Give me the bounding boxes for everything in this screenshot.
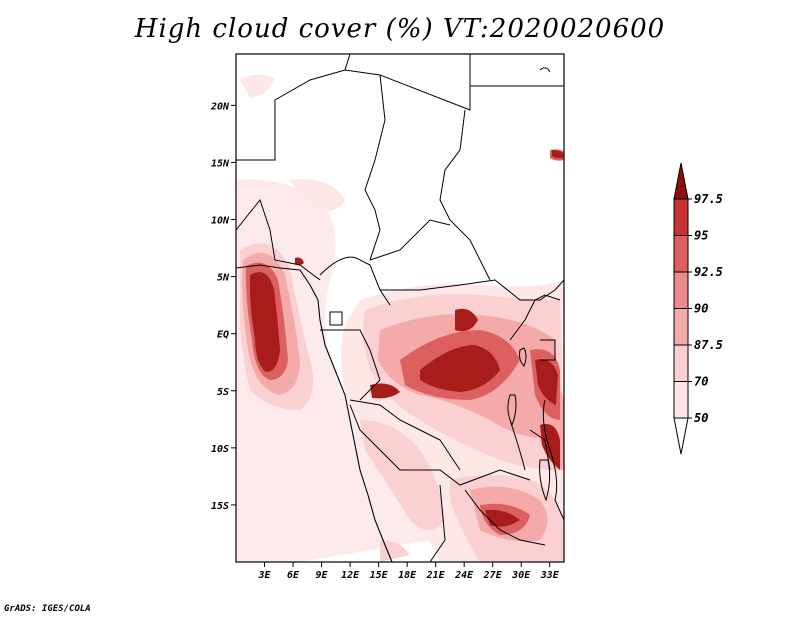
country-boundaries	[236, 54, 564, 562]
colorbar-box	[673, 235, 689, 273]
coastline	[236, 264, 393, 562]
cloud-level-97	[249, 150, 563, 527]
colorbar-label: 92.5	[694, 265, 723, 279]
lat-tick-label: 10N	[211, 216, 230, 227]
lat-tick-label: 5N	[217, 273, 230, 284]
colorbar-box	[673, 308, 689, 346]
colorbar-box	[673, 271, 689, 309]
lon-tick-label: 33E	[540, 570, 560, 581]
grads-credit: GrADS: IGES/COLA	[4, 604, 91, 614]
cloud-cover-field	[236, 74, 564, 562]
map-frame	[235, 53, 565, 563]
lakes	[507, 67, 551, 502]
lat-tick-label: 15N	[211, 158, 230, 169]
lon-tick-label: 30E	[511, 570, 531, 581]
lon-tick-label: 21E	[426, 570, 446, 581]
map-title: High cloud cover (%) VT:2020020600	[134, 14, 666, 44]
lon-tick-label: 24E	[454, 570, 474, 581]
colorbar-label: 87.5	[694, 338, 723, 352]
lat-tick-label: 10S	[211, 444, 229, 455]
colorbar-arrow-low	[673, 417, 689, 455]
longitude-axis: 3E 6E 9E 12E 15E 18E 21E 24E 27E 30E 33E	[257, 562, 560, 581]
lat-tick-label: EQ	[217, 330, 229, 341]
lon-tick-label: 3E	[257, 570, 271, 581]
colorbar: 97.5 95 92.5 90 87.5 70 50	[673, 162, 723, 455]
colorbar-label: 97.5	[694, 192, 723, 206]
colorbar-box	[673, 198, 689, 236]
lat-tick-label: 15S	[211, 501, 229, 512]
lat-tick-label: 5S	[217, 387, 229, 398]
lon-tick-label: 12E	[341, 570, 360, 581]
colorbar-label: 95	[694, 229, 708, 243]
lon-tick-label: 15E	[370, 570, 389, 581]
colorbar-arrow-high	[673, 162, 689, 200]
latitude-axis: 20N 15N 10N 5N EQ 5S 10S 15S	[210, 101, 236, 512]
colorbar-box	[673, 344, 689, 382]
colorbar-box	[673, 381, 689, 419]
lat-tick-label: 20N	[210, 101, 230, 112]
lon-tick-label: 18E	[398, 570, 417, 581]
lon-tick-label: 6E	[287, 570, 300, 581]
colorbar-label: 50	[694, 411, 708, 425]
lon-tick-label: 9E	[316, 570, 329, 581]
colorbar-label: 70	[694, 375, 708, 389]
lon-tick-label: 27E	[483, 570, 503, 581]
colorbar-label: 90	[694, 302, 708, 316]
